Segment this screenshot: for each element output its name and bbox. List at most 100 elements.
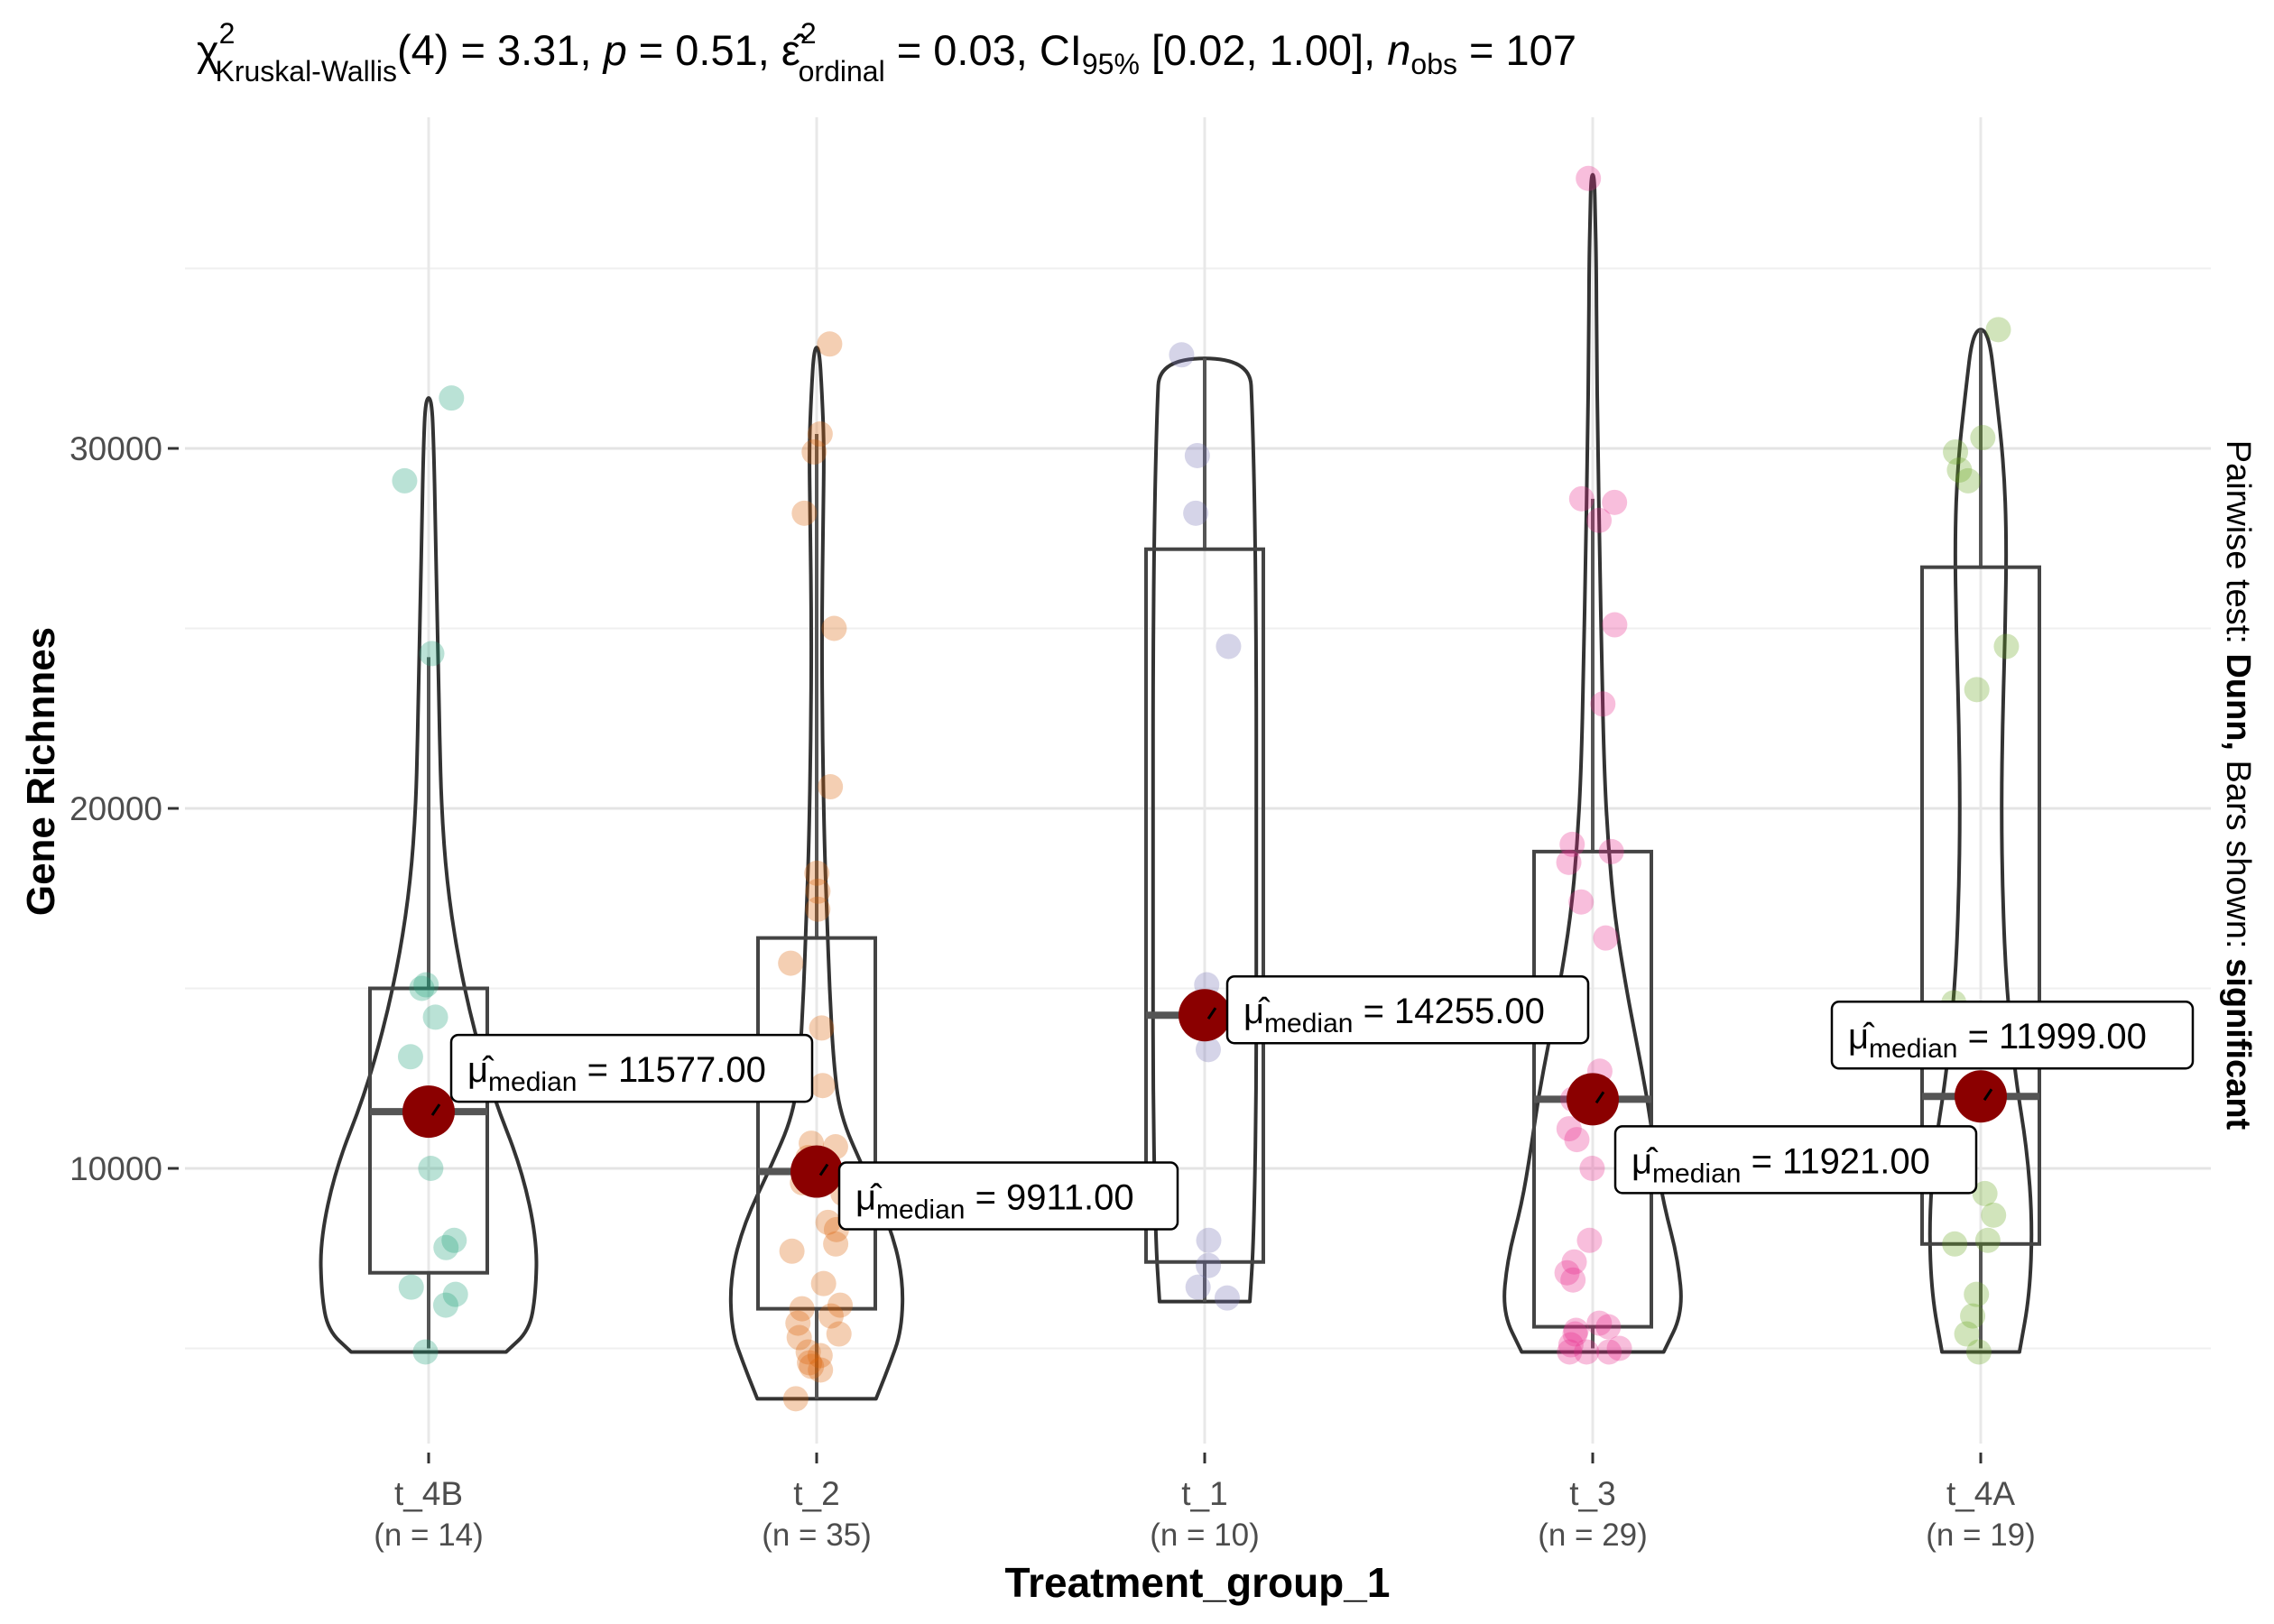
point-t_3 bbox=[1598, 838, 1624, 864]
data-points bbox=[392, 165, 2020, 1412]
point-t_3 bbox=[1576, 1227, 1603, 1253]
point-t_4A bbox=[1955, 467, 1982, 494]
point-t_4B bbox=[422, 1004, 448, 1030]
box-t_3 bbox=[1532, 849, 1653, 1329]
x-tick-n-label: (n = 10) bbox=[1150, 1518, 1260, 1553]
right-caption: Pairwise test: Dunn, Bars shown: signifi… bbox=[2219, 440, 2257, 1130]
point-t_2 bbox=[791, 500, 818, 526]
x-tick-label: t_2 bbox=[793, 1475, 839, 1512]
point-t_3 bbox=[1558, 1332, 1584, 1358]
point-t_2 bbox=[823, 1231, 849, 1257]
median-marker-t_1 bbox=[1179, 989, 1231, 1042]
point-t_2 bbox=[805, 896, 831, 922]
point-t_3 bbox=[1568, 889, 1595, 915]
point-t_3 bbox=[1576, 165, 1602, 191]
point-t_3 bbox=[1593, 925, 1619, 951]
point-t_3 bbox=[1602, 489, 1628, 515]
median-label-t_4A: μ̂median = 11999.00 bbox=[1848, 1017, 2147, 1064]
point-t_3 bbox=[1563, 1317, 1589, 1343]
point-t_2 bbox=[817, 331, 843, 357]
point-t_4A bbox=[1974, 1227, 2001, 1253]
point-t_3 bbox=[1554, 1260, 1580, 1286]
median-label-t_2: μ̂median = 9911.00 bbox=[855, 1178, 1134, 1225]
x-tick-label: t_3 bbox=[1569, 1475, 1615, 1512]
point-t_3 bbox=[1562, 1321, 1588, 1347]
point-t_2 bbox=[799, 1353, 825, 1379]
point-t_4B bbox=[432, 1292, 458, 1318]
point-t_4B bbox=[433, 1234, 459, 1260]
point-t_1 bbox=[1183, 500, 1209, 526]
label-connector bbox=[430, 1103, 441, 1116]
point-t_4A bbox=[1970, 425, 1996, 451]
point-t_4B bbox=[412, 1339, 439, 1365]
point-t_2 bbox=[804, 860, 830, 886]
point-t_4A bbox=[1964, 677, 1990, 703]
violin-t_2 bbox=[728, 346, 905, 1401]
point-t_4B bbox=[439, 385, 465, 411]
point-t_2 bbox=[810, 1270, 837, 1296]
label-connector bbox=[1983, 1088, 1993, 1102]
chart-title: χ2 Kruskal-Wallis(4) = 3.31, p = 0.51, ε̂… bbox=[197, 17, 1576, 88]
median-marker-t_2 bbox=[790, 1145, 843, 1198]
median-marker-t_3 bbox=[1567, 1073, 1619, 1126]
point-t_2 bbox=[809, 1073, 836, 1099]
x-axis: t_4B (n = 14) t_2 (n = 35) t_1 (n = 10) t_3 (n … bbox=[374, 1453, 2036, 1553]
point-t_3 bbox=[1556, 1116, 1582, 1142]
point-t_2 bbox=[818, 1303, 844, 1329]
label-connector bbox=[1595, 1091, 1605, 1104]
point-t_2 bbox=[807, 421, 833, 448]
point-t_4A bbox=[1946, 457, 1973, 483]
point-t_4B bbox=[419, 641, 445, 667]
point-t_1 bbox=[1184, 442, 1210, 468]
x-tick-label: t_4B bbox=[394, 1475, 463, 1512]
point-t_4A bbox=[1981, 1202, 2007, 1228]
point-t_2 bbox=[821, 615, 847, 641]
point-t_3 bbox=[1560, 1267, 1586, 1293]
point-t_3 bbox=[1556, 849, 1582, 875]
point-t_3 bbox=[1586, 507, 1613, 533]
box-t_1 bbox=[1144, 547, 1265, 1264]
point-t_3 bbox=[1561, 1249, 1587, 1275]
point-t_3 bbox=[1602, 612, 1628, 638]
median-label-box-t_4A bbox=[1830, 1000, 2195, 1070]
median-marker-t_4B bbox=[402, 1085, 455, 1139]
median-label-t_1: μ̂median = 14255.00 bbox=[1243, 992, 1545, 1038]
median-label-t_3: μ̂median = 11921.00 bbox=[1632, 1141, 1930, 1188]
point-t_4A bbox=[1993, 633, 2020, 660]
y-tick-label: 30000 bbox=[69, 430, 162, 467]
point-t_3 bbox=[1596, 1339, 1622, 1365]
point-t_1 bbox=[1196, 1227, 1222, 1253]
median-label-box-t_1 bbox=[1225, 974, 1590, 1045]
point-t_2 bbox=[827, 1292, 854, 1318]
point-t_4A bbox=[1972, 1180, 1998, 1206]
median-label-box-t_3 bbox=[1613, 1125, 1978, 1195]
x-tick-n-label: (n = 35) bbox=[762, 1518, 872, 1553]
point-t_4B bbox=[409, 975, 435, 1001]
point-t_2 bbox=[808, 1357, 834, 1383]
point-t_4A bbox=[1964, 1281, 1990, 1307]
y-tick-label: 10000 bbox=[69, 1150, 162, 1187]
point-t_3 bbox=[1590, 691, 1616, 717]
point-t_3 bbox=[1559, 831, 1585, 857]
median-labels: μ̂median = 11577.00 μ̂median = 9911.00 μ̂m… bbox=[430, 974, 2195, 1231]
point-t_2 bbox=[785, 1310, 811, 1336]
point-t_2 bbox=[797, 1350, 823, 1376]
point-t_2 bbox=[826, 1321, 852, 1347]
x-tick-label: t_1 bbox=[1181, 1475, 1227, 1512]
boxplots bbox=[368, 329, 2041, 1399]
violin-t_4B bbox=[319, 396, 539, 1354]
point-t_4B bbox=[418, 1156, 444, 1181]
point-t_4A bbox=[1960, 1303, 1986, 1329]
median-label-box-t_4B bbox=[449, 1033, 814, 1103]
x-tick-label: t_4A bbox=[1946, 1475, 2015, 1512]
point-t_4A bbox=[1985, 317, 2011, 343]
point-t_3 bbox=[1595, 1314, 1622, 1340]
point-t_2 bbox=[818, 774, 844, 800]
point-t_1 bbox=[1185, 1274, 1211, 1300]
y-axis: 10000 20000 30000 bbox=[69, 430, 179, 1187]
point-t_1 bbox=[1216, 633, 1242, 660]
point-t_3 bbox=[1606, 1335, 1632, 1361]
point-t_2 bbox=[789, 1296, 815, 1322]
point-t_2 bbox=[786, 1324, 812, 1351]
